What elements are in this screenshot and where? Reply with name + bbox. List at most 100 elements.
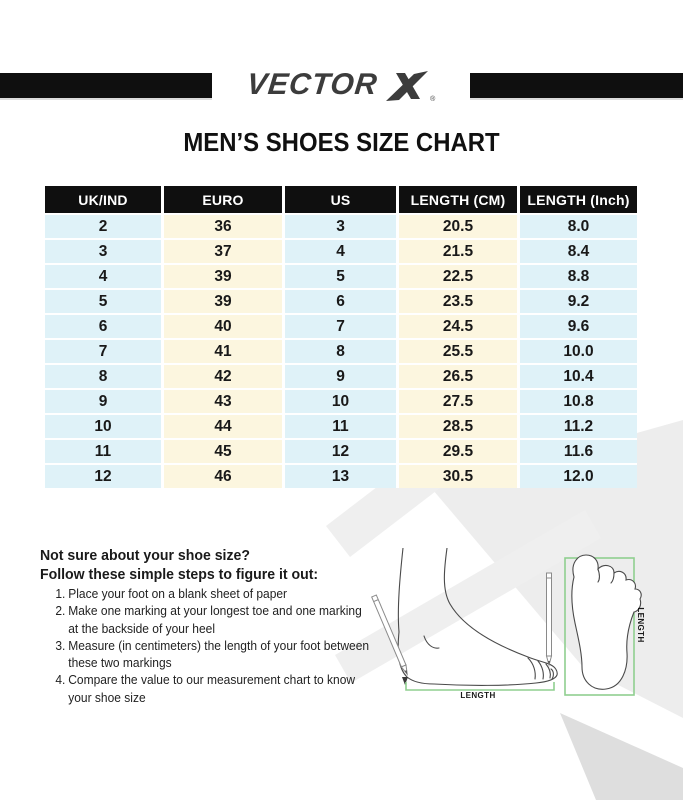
step-item-line: 3. Measure (in centimeters) the length of… — [50, 638, 369, 655]
size-cell: 8 — [45, 365, 161, 388]
guide-heading: Not sure about your shoe size? Follow th… — [40, 546, 318, 584]
size-cell: 6 — [45, 315, 161, 338]
side-foot-illustration — [371, 548, 558, 691]
step-number — [50, 621, 65, 638]
size-cell: 8.8 — [520, 265, 637, 288]
size-cell: 7 — [45, 340, 161, 363]
size-cell: 10.8 — [520, 390, 637, 413]
size-cell: 5 — [285, 265, 396, 288]
size-table: UK/IND EURO US LENGTH (CM) LENGTH (Inch) 2 36 3… — [45, 186, 637, 488]
step-text: Make one marking at your longest toe and… — [68, 604, 362, 619]
size-cell: 39 — [164, 265, 282, 288]
size-cell: 24.5 — [399, 315, 517, 338]
size-cell: 4 — [45, 265, 161, 288]
size-cell: 10.0 — [520, 340, 637, 363]
column-header: US — [285, 186, 396, 213]
size-cell: 10 — [45, 415, 161, 438]
page-title: MEN’S SHOES SIZE CHART — [183, 127, 500, 157]
size-cell: 46 — [164, 465, 282, 488]
size-cell: 21.5 — [399, 240, 517, 263]
size-cell: 8.0 — [520, 215, 637, 238]
step-number — [50, 655, 65, 672]
size-cell: 10.4 — [520, 365, 637, 388]
side-foot-outline — [397, 548, 558, 686]
size-cell: 9 — [45, 390, 161, 413]
size-cell: 25.5 — [399, 340, 517, 363]
length-bracket — [405, 682, 555, 691]
step-item-line: 2. Make one marking at your longest toe a… — [50, 603, 369, 620]
sole-foot-illustration — [564, 554, 642, 696]
column-header: LENGTH (Inch) — [520, 186, 637, 213]
size-cell: 13 — [285, 465, 396, 488]
size-cell: 37 — [164, 240, 282, 263]
step-text: Compare the value to our measurement cha… — [68, 673, 356, 688]
size-cell: 9 — [285, 365, 396, 388]
step-number: 4. — [55, 673, 66, 688]
size-cell: 12 — [45, 465, 161, 488]
heel-marker-arrow-icon — [402, 677, 408, 685]
size-cell: 42 — [164, 365, 282, 388]
step-item-line: at the backside of your heel — [50, 621, 369, 638]
length-label-vertical: LENGTH — [636, 607, 645, 643]
size-cell: 11 — [285, 415, 396, 438]
size-cell: 9.6 — [520, 315, 637, 338]
size-cell: 3 — [285, 215, 396, 238]
size-cell: 8.4 — [520, 240, 637, 263]
column-header: LENGTH (CM) — [399, 186, 517, 213]
size-cell: 12 — [285, 440, 396, 463]
brand-logo: VECTOR ® — [212, 63, 470, 107]
size-cell: 28.5 — [399, 415, 517, 438]
size-cell: 3 — [45, 240, 161, 263]
size-cell: 2 — [45, 215, 161, 238]
step-item-line: 1. Place your foot on a blank sheet of pa… — [50, 586, 369, 603]
step-item-line: 4. Compare the value to our measurement c… — [50, 672, 369, 689]
length-label: LENGTH — [460, 691, 496, 700]
size-cell: 43 — [164, 390, 282, 413]
sole-foot-outline — [571, 554, 642, 690]
size-cell: 9.2 — [520, 290, 637, 313]
length-measure-rect — [564, 557, 635, 696]
step-item-line: these two markings — [50, 655, 369, 672]
size-cell: 30.5 — [399, 465, 517, 488]
registered-trademark-symbol: ® — [430, 96, 436, 103]
step-text: at the backside of your heel — [68, 621, 216, 636]
size-cell: 45 — [164, 440, 282, 463]
pencil-icon — [371, 594, 408, 676]
step-text: Place your foot on a blank sheet of pape… — [68, 587, 288, 601]
size-cell: 40 — [164, 315, 282, 338]
size-cell: 10 — [285, 390, 396, 413]
brand-logo-text: VECTOR — [244, 68, 379, 101]
size-cell: 23.5 — [399, 290, 517, 313]
size-cell: 26.5 — [399, 365, 517, 388]
size-cell: 7 — [285, 315, 396, 338]
steps-list: 1. Place your foot on a blank sheet of pa… — [50, 586, 369, 707]
size-cell: 20.5 — [399, 215, 517, 238]
step-number: 3. — [55, 638, 66, 653]
step-item-line: your shoe size — [50, 690, 369, 707]
step-number: 2. — [55, 604, 66, 619]
column-header: EURO — [164, 186, 282, 213]
size-cell: 8 — [285, 340, 396, 363]
size-cell: 39 — [164, 290, 282, 313]
step-number — [50, 690, 65, 707]
step-text: Measure (in centimeters) the length of y… — [68, 638, 370, 653]
size-cell: 6 — [285, 290, 396, 313]
size-cell: 29.5 — [399, 440, 517, 463]
guide-heading-line: Not sure about your shoe size? — [40, 547, 250, 564]
guide-heading-line: Follow these simple steps to figure it o… — [40, 566, 319, 583]
column-header: UK/IND — [45, 186, 161, 213]
step-number: 1. — [55, 587, 66, 601]
size-cell: 12.0 — [520, 465, 637, 488]
brand-x-icon — [386, 71, 429, 101]
size-cell: 11 — [45, 440, 161, 463]
size-cell: 27.5 — [399, 390, 517, 413]
size-cell: 5 — [45, 290, 161, 313]
size-cell: 11.6 — [520, 440, 637, 463]
size-cell: 36 — [164, 215, 282, 238]
step-text: these two markings — [68, 656, 172, 671]
size-cell: 4 — [285, 240, 396, 263]
step-text: your shoe size — [68, 690, 146, 705]
size-cell: 11.2 — [520, 415, 637, 438]
size-cell: 22.5 — [399, 265, 517, 288]
